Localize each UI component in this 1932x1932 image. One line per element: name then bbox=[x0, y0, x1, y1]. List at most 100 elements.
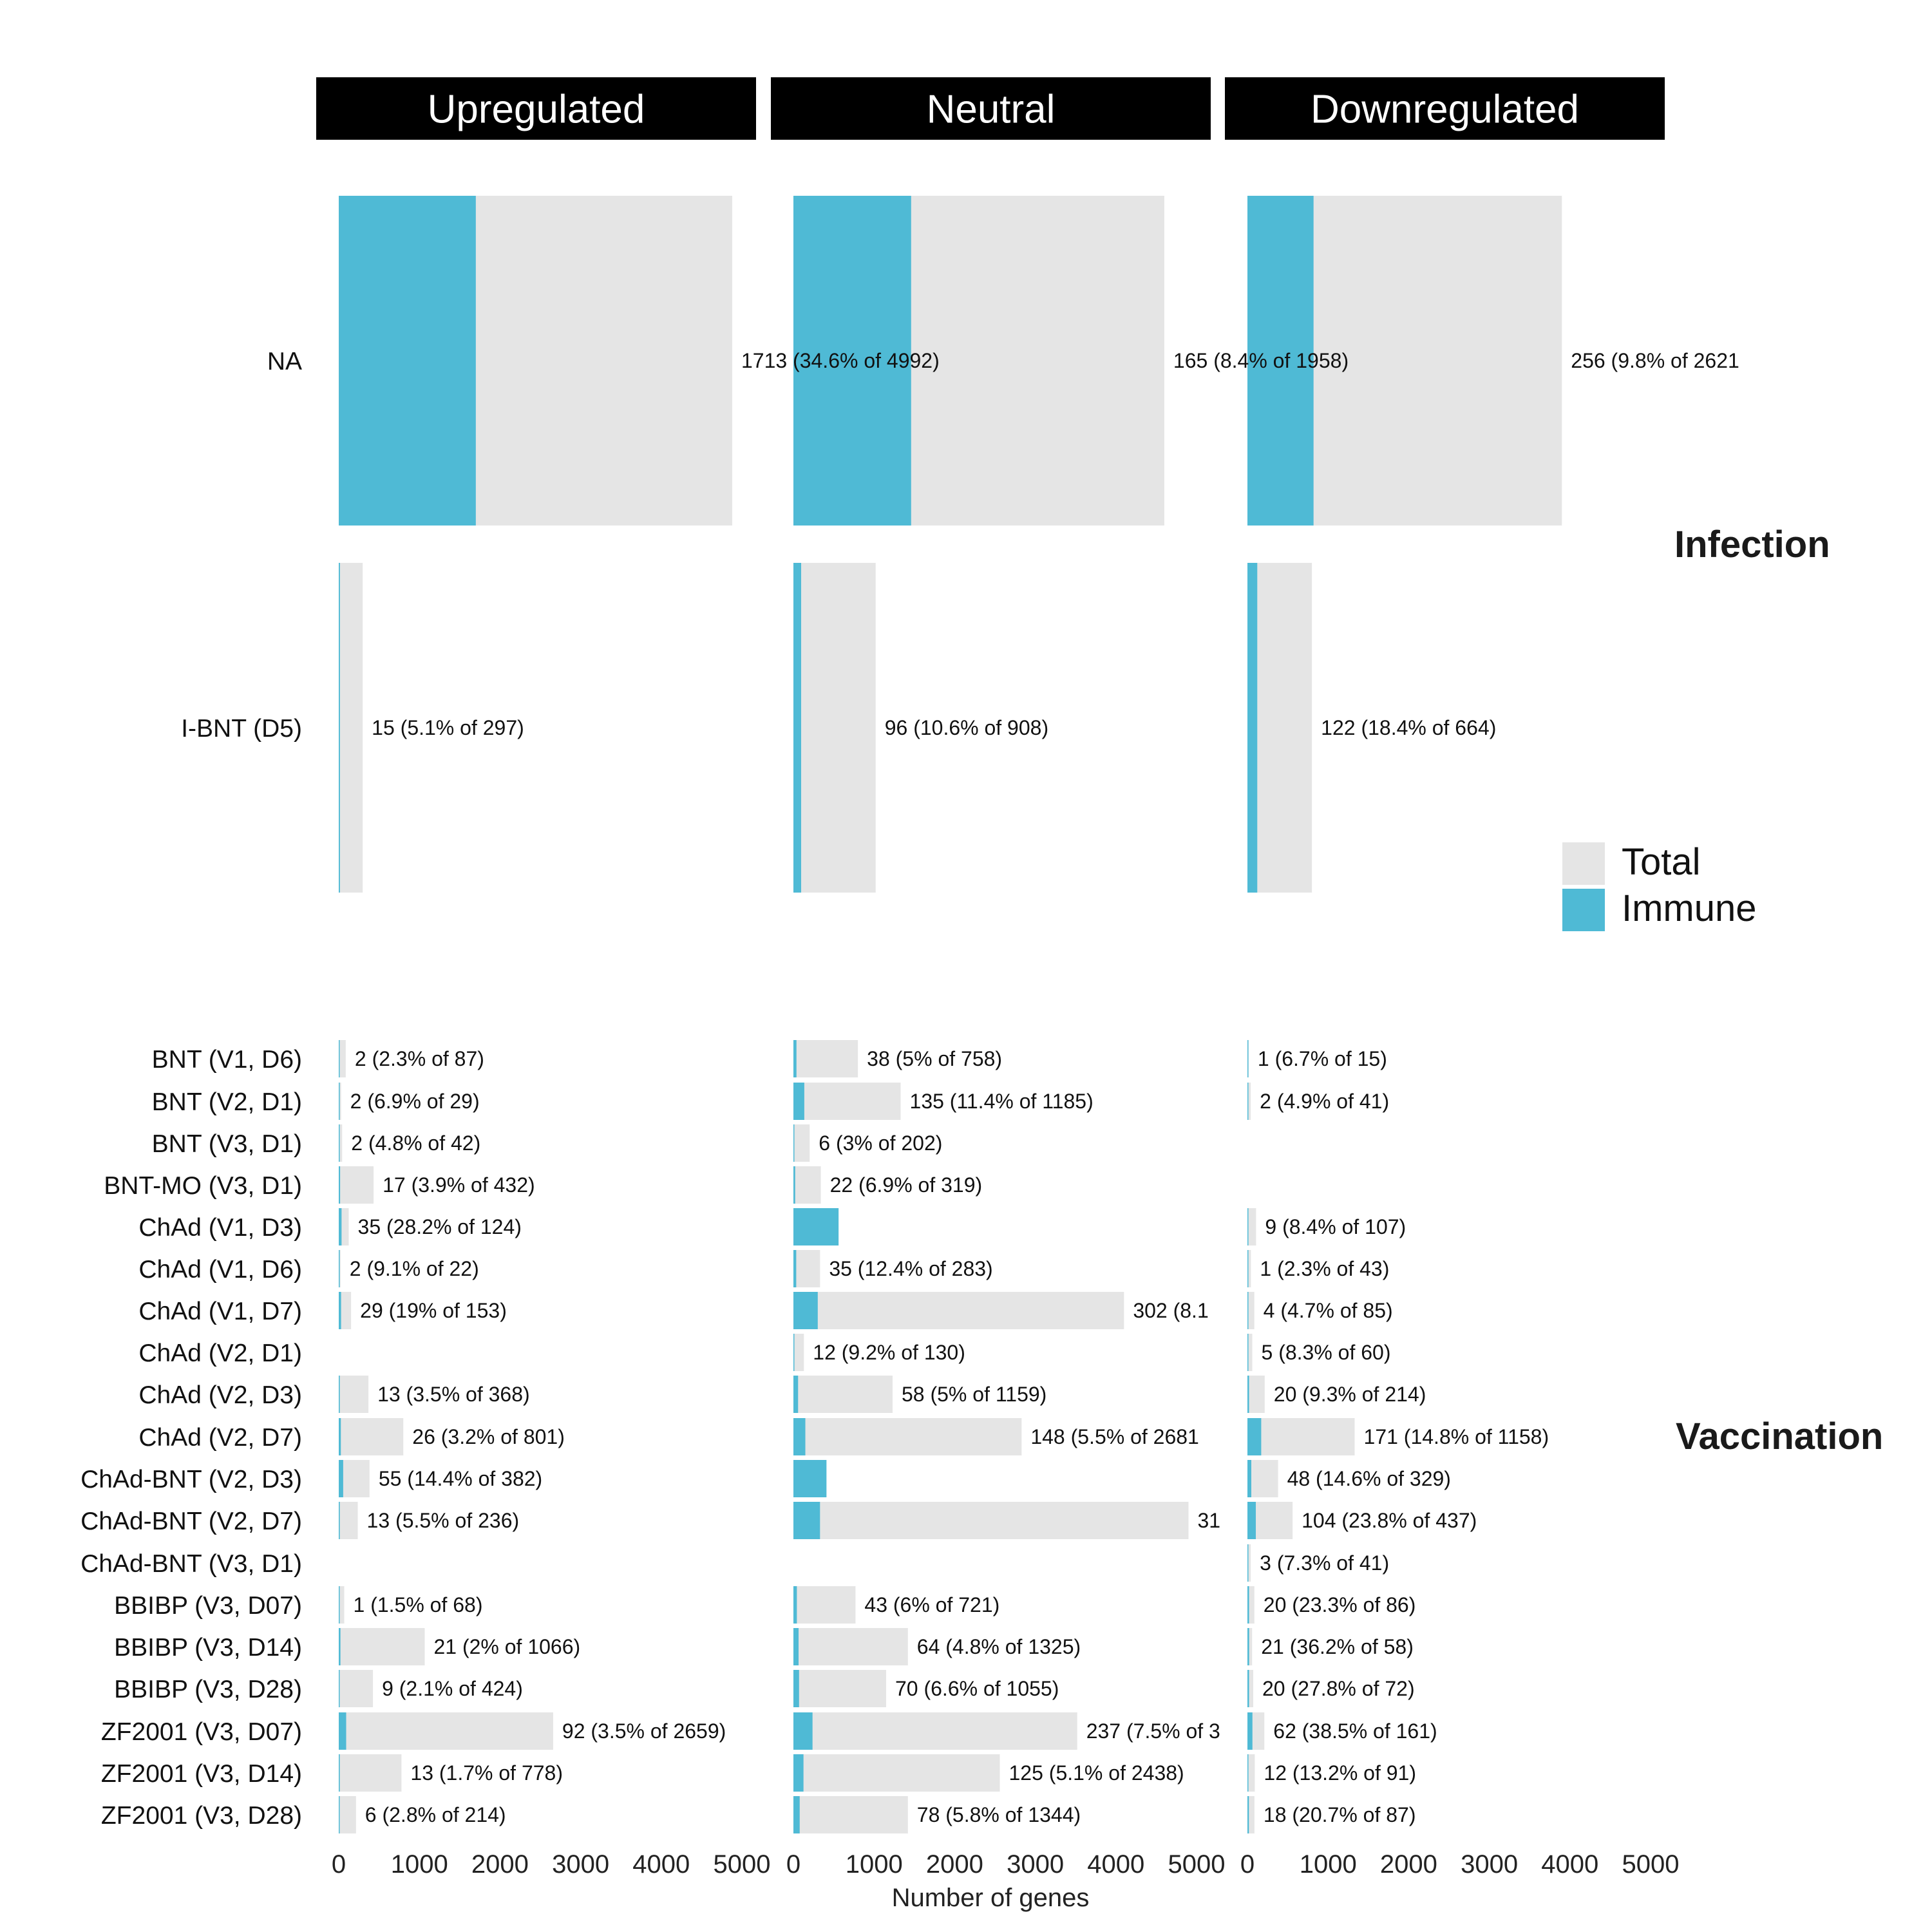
row-labels: NA I-BNT (D5) BNT (V1, D6) BNT (V2, D1) BNT … bbox=[80, 348, 302, 1830]
bar-value-label: 22 (6.9% of 319) bbox=[830, 1173, 983, 1197]
bar-value-label: 6 (2.8% of 214) bbox=[365, 1803, 506, 1826]
bar-total bbox=[339, 1586, 345, 1624]
bar-value-label: 6 (3% of 202) bbox=[819, 1132, 942, 1155]
x-tick-label: 5000 bbox=[1168, 1850, 1226, 1879]
x-tick-label: 1000 bbox=[1300, 1850, 1357, 1879]
bar-value-label: 70 (6.6% of 1055) bbox=[895, 1677, 1059, 1700]
bar-immune bbox=[793, 1670, 799, 1707]
legend-key bbox=[1562, 889, 1605, 931]
bar-value-label: 21 (2% of 1066) bbox=[433, 1635, 580, 1658]
bar-total bbox=[339, 1628, 425, 1665]
x-tick-label: 0 bbox=[786, 1850, 800, 1879]
bar-immune bbox=[1247, 563, 1258, 893]
x-tick-label: 4000 bbox=[632, 1850, 690, 1879]
bar-immune bbox=[793, 1586, 797, 1624]
bar-value-label: 3 (7.3% of 41) bbox=[1260, 1551, 1389, 1575]
bar-immune bbox=[1247, 1376, 1249, 1413]
bar-immune bbox=[793, 1124, 795, 1162]
row-label: NA bbox=[267, 348, 302, 375]
bar-total bbox=[1247, 1250, 1251, 1287]
bar-total bbox=[1247, 1460, 1278, 1497]
bar-immune bbox=[1247, 1083, 1249, 1120]
bar-total bbox=[1247, 1754, 1255, 1792]
bar-immune bbox=[1247, 1754, 1249, 1792]
bar-immune bbox=[339, 1124, 340, 1162]
bar-marks bbox=[339, 196, 1562, 1833]
row-label: ChAd (V2, D1) bbox=[138, 1340, 302, 1367]
x-tick-label: 2000 bbox=[1380, 1850, 1437, 1879]
bar-value-label: 26 (3.2% of 801) bbox=[412, 1425, 565, 1448]
row-label: BBIBP (V3, D07) bbox=[114, 1592, 302, 1620]
bar-value-label: 43 (6% of 721) bbox=[864, 1593, 999, 1616]
bar-value-label: 125 (5.1% of 2438) bbox=[1009, 1761, 1184, 1785]
bar-total bbox=[339, 563, 363, 893]
bar-value-label: 135 (11.4% of 1185) bbox=[910, 1090, 1094, 1113]
x-tick-label: 2000 bbox=[471, 1850, 529, 1879]
bar-total bbox=[793, 1586, 856, 1624]
bar-value-label: 256 (9.8% of 2621 bbox=[1571, 349, 1739, 372]
bar-immune bbox=[1247, 1460, 1252, 1497]
row-label: ChAd (V1, D6) bbox=[138, 1256, 302, 1283]
bar-value-label: 237 (7.5% of 3 bbox=[1086, 1719, 1220, 1743]
bar-value-label: 92 (3.5% of 2659) bbox=[562, 1719, 726, 1743]
bar-immune bbox=[793, 563, 802, 893]
bar-total bbox=[793, 1250, 820, 1287]
bar-value-label: 2 (2.3% of 87) bbox=[355, 1047, 484, 1070]
row-label: ChAd-BNT (V3, D1) bbox=[80, 1550, 302, 1578]
bar-value-label: 13 (1.7% of 778) bbox=[410, 1761, 563, 1785]
row-label: ChAd (V2, D7) bbox=[138, 1424, 302, 1452]
bar-immune bbox=[793, 1796, 800, 1833]
bar-total bbox=[1247, 1544, 1251, 1582]
bar-total bbox=[793, 1754, 1000, 1792]
bar-total bbox=[339, 1502, 358, 1539]
bar-immune bbox=[1247, 1544, 1249, 1582]
bar-value-label: 29 (19% of 153) bbox=[360, 1299, 507, 1322]
x-tick-label: 5000 bbox=[714, 1850, 771, 1879]
bar-value-label: 35 (12.4% of 283) bbox=[829, 1257, 992, 1280]
bar-value-label: 5 (8.3% of 60) bbox=[1262, 1341, 1391, 1364]
bar-value-label: 48 (14.6% of 329) bbox=[1287, 1467, 1451, 1490]
x-tick-label: 1000 bbox=[846, 1850, 903, 1879]
bar-value-label: 2 (9.1% of 22) bbox=[350, 1257, 479, 1280]
bar-value-label: 122 (18.4% of 664) bbox=[1321, 716, 1496, 739]
bar-immune bbox=[1247, 1334, 1249, 1371]
row-label: ZF2001 (V3, D28) bbox=[101, 1802, 302, 1830]
bar-value-label: 12 (13.2% of 91) bbox=[1264, 1761, 1416, 1785]
row-label: BNT (V3, D1) bbox=[152, 1130, 302, 1158]
bar-immune bbox=[793, 1712, 813, 1750]
bar-value-label: 9 (2.1% of 424) bbox=[382, 1677, 523, 1700]
bar-immune bbox=[339, 1670, 340, 1707]
bar-value-label: 58 (5% of 1159) bbox=[902, 1383, 1046, 1406]
bar-total bbox=[339, 1418, 404, 1455]
x-tick-label: 4000 bbox=[1087, 1850, 1144, 1879]
bar-immune bbox=[793, 1334, 795, 1371]
bar-value-label: 20 (27.8% of 72) bbox=[1262, 1677, 1415, 1700]
x-tick-label: 0 bbox=[332, 1850, 346, 1879]
panel-strip-title: Downregulated bbox=[1311, 88, 1579, 132]
bar-value-label: 2 (6.9% of 29) bbox=[350, 1090, 480, 1113]
group-labels: Infection Vaccination bbox=[1674, 524, 1883, 1457]
row-label: ZF2001 (V3, D07) bbox=[101, 1718, 302, 1746]
row-label: BBIBP (V3, D28) bbox=[114, 1676, 302, 1703]
bar-immune bbox=[793, 1460, 827, 1497]
bar-value-label: 20 (23.3% of 86) bbox=[1264, 1593, 1416, 1616]
x-tick-label: 5000 bbox=[1622, 1850, 1680, 1879]
x-tick-label: 3000 bbox=[552, 1850, 609, 1879]
bar-value-label: 1 (6.7% of 15) bbox=[1258, 1047, 1387, 1070]
bar-total bbox=[793, 563, 876, 893]
bar-immune bbox=[793, 1418, 806, 1455]
bar-value-label: 9 (8.4% of 107) bbox=[1265, 1215, 1406, 1238]
bar-value-label: 1 (2.3% of 43) bbox=[1260, 1257, 1389, 1280]
bar-value-label: 78 (5.8% of 1344) bbox=[917, 1803, 1081, 1826]
bar-value-label: 4 (4.7% of 85) bbox=[1264, 1299, 1393, 1322]
row-label: BNT-MO (V3, D1) bbox=[104, 1172, 302, 1200]
bar-value-label: 38 (5% of 758) bbox=[867, 1047, 1002, 1070]
bar-total bbox=[1247, 1083, 1251, 1120]
bar-immune bbox=[339, 1040, 340, 1077]
bar-total bbox=[1247, 1334, 1253, 1371]
bar-immune bbox=[1247, 1502, 1256, 1539]
bar-value-label: 1 (1.5% of 68) bbox=[354, 1593, 483, 1616]
bar-total bbox=[339, 1083, 341, 1120]
